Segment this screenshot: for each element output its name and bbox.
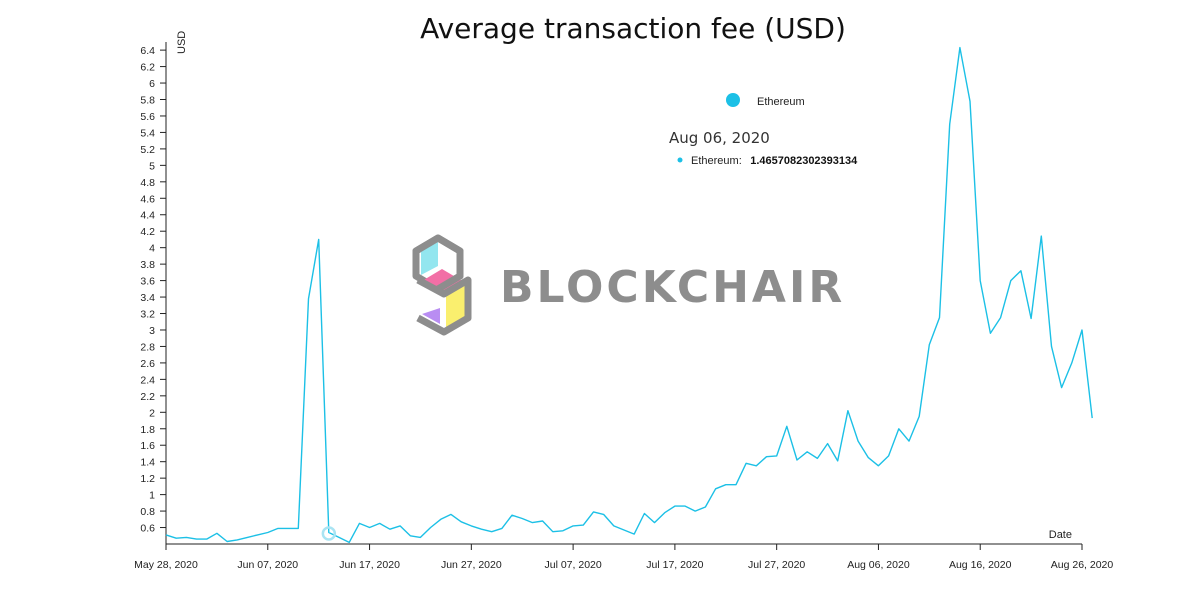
y-tick-label: 4.4: [140, 210, 155, 222]
x-tick-label: Jun 27, 2020: [441, 559, 502, 571]
x-tick-label: Jul 07, 2020: [545, 559, 602, 571]
x-tick-label: Jul 17, 2020: [646, 559, 703, 571]
y-tick-label: 2.8: [140, 341, 155, 353]
watermark-text: BLOCKCHAIR: [500, 262, 845, 313]
y-tick-label: 3: [149, 325, 155, 337]
series-layer: [165, 46, 1093, 544]
y-tick-label: 5.2: [140, 144, 155, 156]
y-tick-label: 1.6: [140, 440, 155, 452]
y-tick-label: 1.2: [140, 473, 155, 485]
y-tick-label: 1: [149, 490, 155, 502]
y-tick-label: 3.4: [140, 292, 155, 304]
y-tick-label: 5: [149, 160, 155, 172]
y-tick-label: 2.2: [140, 391, 155, 403]
x-tick-label: Aug 16, 2020: [949, 559, 1012, 571]
y-tick-label: 0.6: [140, 523, 155, 535]
x-tick-label: Aug 06, 2020: [847, 559, 910, 571]
highlighted-data-point[interactable]: [321, 526, 337, 541]
y-tick-label: 6.2: [140, 62, 155, 74]
blockchair-watermark: BLOCKCHAIR: [412, 234, 845, 336]
x-tick-label: Jul 27, 2020: [748, 559, 805, 571]
y-tick-label: 3.6: [140, 276, 155, 288]
y-axis-ticks: 0.6 0.8 1 1.2 1.4 1.6 1.8 2 2.2 2.4 2.6 2.8 3 3.2 3.4 3…: [140, 45, 166, 535]
x-tick-label: Aug 26, 2020: [1051, 559, 1114, 571]
y-tick-label: 0.8: [140, 506, 155, 518]
x-tick-label: May 28, 2020: [134, 559, 198, 571]
y-tick-label: 5.8: [140, 95, 155, 107]
y-tick-label: 4.2: [140, 226, 155, 238]
tooltip-line: Ethereum: 1.4657082302393134: [691, 151, 858, 168]
y-axis-label: USD: [176, 31, 188, 54]
y-tick-label: 6: [149, 78, 155, 90]
y-tick-label: 5.6: [140, 111, 155, 123]
tooltip-series-dot: [677, 157, 683, 163]
tooltip-series-label: Ethereum:: [691, 155, 742, 167]
x-axis-ticks: May 28, 2020 Jun 07, 2020 Jun 17, 2020 Jun …: [134, 544, 1113, 571]
blockchair-logo-cube-icon: [412, 234, 472, 336]
y-tick-label: 2.6: [140, 358, 155, 370]
y-tick-label: 4.8: [140, 177, 155, 189]
x-tick-label: Jun 07, 2020: [237, 559, 298, 571]
y-tick-label: 1.8: [140, 424, 155, 436]
tooltip: Aug 06, 2020 Ethereum: 1.465708230239313…: [669, 129, 858, 168]
y-tick-label: 2: [149, 407, 155, 419]
x-axis-label: Date: [1049, 529, 1072, 541]
series-line-ethereum: [165, 46, 1093, 544]
y-tick-label: 4: [149, 243, 155, 255]
y-tick-label: 3.8: [140, 259, 155, 271]
y-tick-label: 4.6: [140, 193, 155, 205]
tooltip-date: Aug 06, 2020: [669, 129, 770, 147]
chart-title: Average transaction fee (USD): [420, 12, 846, 45]
legend-swatch-ethereum: [726, 93, 740, 107]
legend-label-ethereum: Ethereum: [757, 96, 805, 108]
x-tick-label: Jun 17, 2020: [339, 559, 400, 571]
y-tick-label: 5.4: [140, 127, 155, 139]
y-tick-label: 1.4: [140, 457, 155, 469]
y-tick-label: 3.2: [140, 309, 155, 321]
legend[interactable]: Ethereum: [726, 93, 805, 108]
tooltip-value: 1.4657082302393134: [750, 155, 858, 167]
y-tick-label: 2.4: [140, 374, 155, 386]
y-tick-label: 6.4: [140, 45, 155, 57]
